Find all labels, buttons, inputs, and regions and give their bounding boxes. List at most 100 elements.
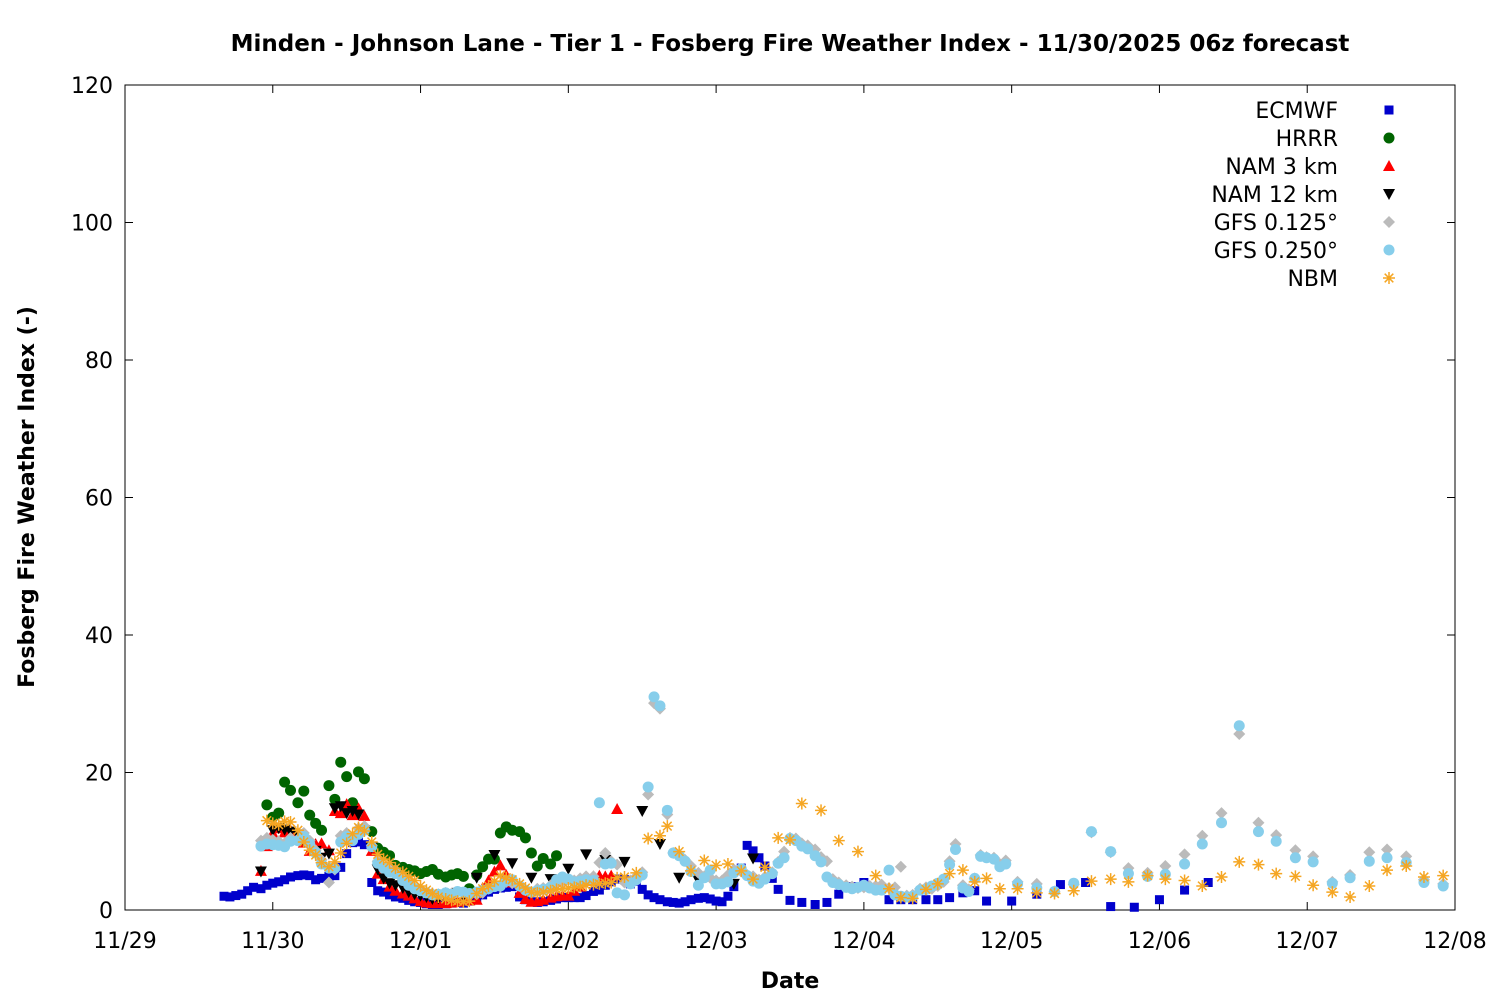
data-point-ecmwf (324, 871, 334, 881)
data-point-gfs-0-125 (894, 860, 907, 873)
data-point-nbm (500, 871, 513, 884)
legend: ECMWF HRRR NAM 3 km NAM 12 km GFS 0.125° GFS … (1211, 99, 1395, 292)
data-point-hrrr (531, 860, 543, 872)
data-point-nbm (980, 872, 993, 885)
data-point-hrrr (273, 807, 285, 819)
data-point-ecmwf (1154, 895, 1164, 905)
data-point-hrrr (285, 784, 297, 796)
data-point-gfs-0-250 (802, 843, 814, 855)
data-point-nbm (1289, 870, 1302, 883)
series-nbm (260, 797, 1450, 908)
legend-label: NAM 12 km (1211, 183, 1338, 208)
data-point-nam-3-km (494, 859, 507, 871)
data-point-nam-12-km (254, 866, 267, 878)
y-tick-label: 40 (85, 624, 113, 649)
data-point-gfs-0-250 (944, 859, 956, 871)
data-point-ecmwf (1007, 896, 1017, 906)
data-point-nbm (894, 891, 907, 904)
data-point-ecmwf (649, 893, 659, 903)
data-point-nbm (605, 876, 618, 889)
data-point-nbm (1307, 879, 1320, 892)
data-point-ecmwf (693, 893, 703, 903)
data-point-ecmwf (379, 887, 389, 897)
data-point-nbm (1437, 869, 1450, 882)
data-point-nbm (303, 844, 316, 857)
data-point-nbm (476, 882, 489, 895)
data-point-gfs-0-250 (1179, 858, 1191, 870)
data-point-ecmwf (1106, 902, 1116, 912)
data-point-ecmwf (280, 875, 290, 885)
data-point-ecmwf (594, 885, 604, 895)
data-point-nam-3-km (315, 837, 328, 849)
legend-marker (1384, 105, 1394, 115)
data-point-nbm (611, 871, 624, 884)
data-point-nbm (266, 817, 279, 830)
data-point-ecmwf (945, 893, 955, 903)
x-tick-label: 12/02 (537, 929, 600, 954)
x-tick-label: 12/08 (1423, 929, 1486, 954)
data-point-nbm (943, 867, 956, 880)
data-point-nbm (642, 832, 655, 845)
data-point-nbm (402, 870, 415, 883)
y-axis-label: Fosberg Fire Weather Index (-) (15, 306, 40, 688)
data-point-nbm (661, 820, 674, 833)
data-point-hrrr (358, 773, 370, 785)
data-point-nbm (482, 879, 495, 892)
data-point-ecmwf (723, 891, 733, 901)
data-point-nbm (1104, 873, 1117, 886)
data-point-gfs-0-125 (1215, 807, 1228, 820)
data-point-ecmwf (773, 884, 783, 894)
data-point-nbm (334, 846, 347, 859)
data-point-hrrr (323, 780, 335, 792)
data-point-nbm (735, 864, 748, 877)
data-point-nbm (1344, 890, 1357, 903)
y-tick-label: 20 (85, 762, 113, 787)
data-point-gfs-0-125 (1159, 860, 1172, 872)
data-point-gfs-0-125 (1196, 829, 1209, 842)
data-point-nbm (618, 871, 631, 883)
x-tick-label: 12/07 (1276, 929, 1339, 954)
data-point-hrrr (545, 858, 557, 870)
data-point-nbm (832, 834, 845, 847)
legend-marker (1383, 272, 1395, 284)
data-point-gfs-0-250 (722, 876, 734, 888)
data-point-ecmwf (643, 890, 653, 900)
data-point-hrrr (525, 847, 537, 859)
data-point-gfs-0-250 (876, 884, 888, 896)
data-point-gfs-0-125 (1363, 846, 1376, 859)
data-point-nbm (1363, 879, 1376, 892)
data-point-nam-12-km (506, 858, 519, 870)
data-point-nbm (772, 831, 785, 844)
data-point-nbm (383, 856, 396, 869)
data-point-nbm (432, 890, 445, 903)
legend-label: NBM (1287, 267, 1338, 292)
data-point-gfs-0-125 (1233, 728, 1246, 740)
data-point-ecmwf (390, 892, 400, 902)
data-point-gfs-0-250 (1344, 872, 1356, 884)
data-point-gfs-0-250 (1000, 858, 1012, 870)
data-point-ecmwf (1129, 902, 1139, 912)
data-point-hrrr (335, 756, 347, 768)
data-point-ecmwf (810, 900, 820, 909)
data-point-ecmwf (742, 840, 752, 850)
data-point-nbm (1196, 879, 1209, 892)
data-point-nbm (1085, 875, 1098, 888)
data-point-nbm (494, 869, 507, 882)
data-point-gfs-0-250 (698, 872, 710, 884)
data-point-nbm (488, 875, 501, 888)
data-point-nam-3-km (611, 802, 624, 814)
data-point-nam-3-km (334, 807, 347, 819)
data-point-ecmwf (569, 893, 579, 903)
data-point-gfs-0-250 (1085, 826, 1097, 838)
legend-label: NAM 3 km (1225, 155, 1338, 180)
data-point-ecmwf (359, 840, 369, 850)
data-point-hrrr (292, 797, 304, 809)
data-point-gfs-0-250 (1122, 868, 1134, 880)
legend-label: GFS 0.125° (1214, 211, 1338, 236)
data-point-ecmwf (754, 853, 764, 863)
data-point-ecmwf (330, 871, 340, 881)
data-point-gfs-0-250 (692, 879, 704, 891)
data-point-gfs-0-250 (648, 691, 660, 703)
data-point-gfs-0-125 (1178, 848, 1191, 861)
legend-marker (1383, 132, 1395, 144)
